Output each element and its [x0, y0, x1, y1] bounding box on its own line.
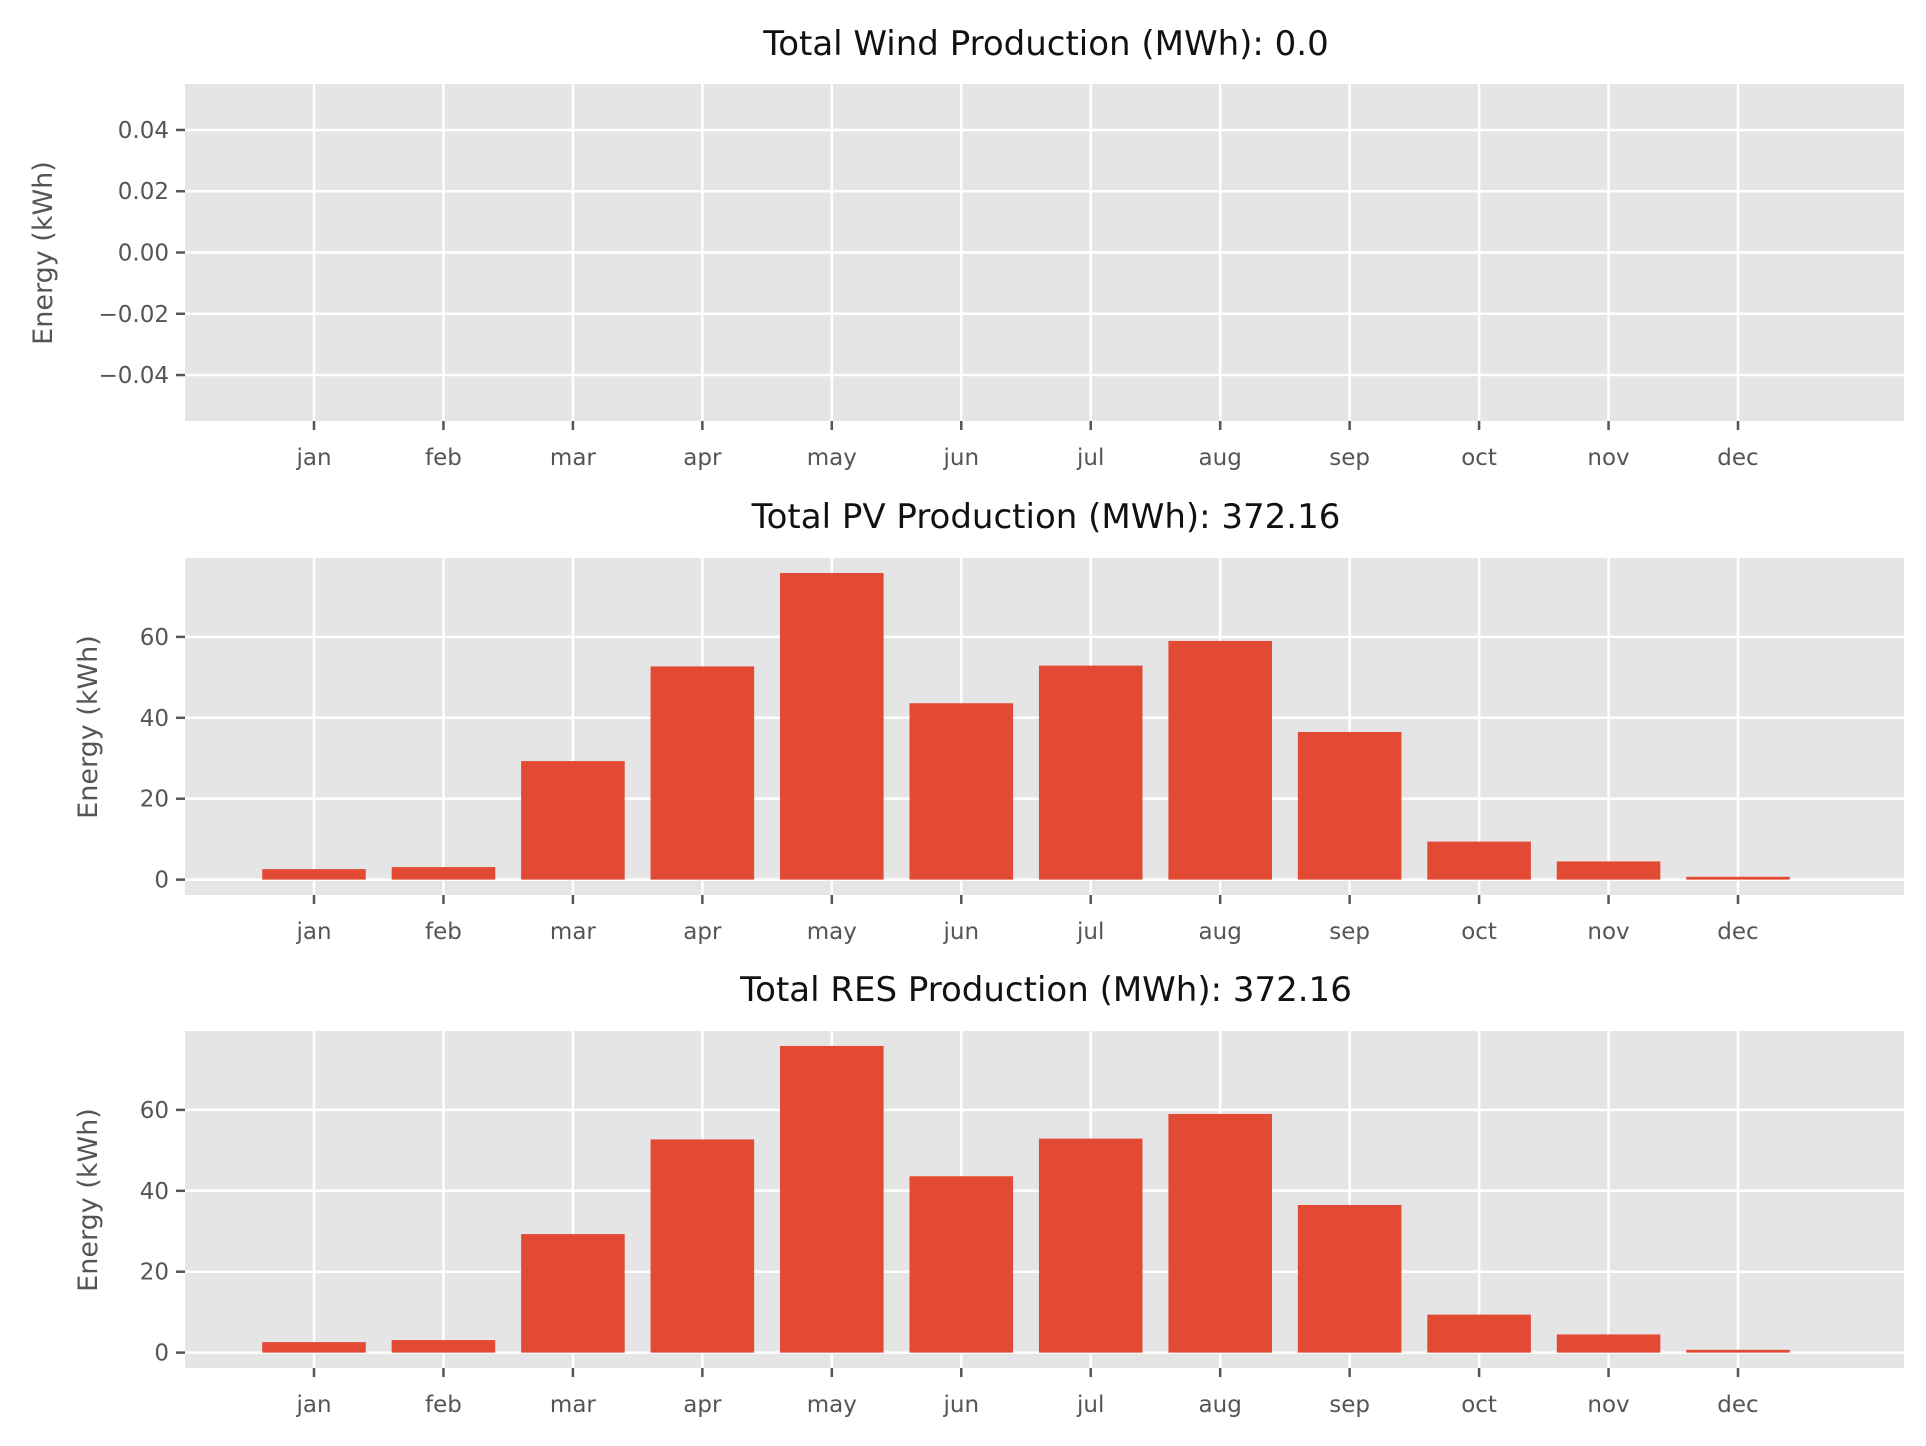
y-tick-label: −0.04 — [99, 363, 169, 389]
y-tick-label: 0.02 — [118, 179, 169, 205]
x-tick-label: sep — [1329, 445, 1370, 471]
bar-nov — [1556, 861, 1661, 880]
x-tick-label: aug — [1199, 445, 1242, 471]
bar-dec — [1686, 1349, 1790, 1353]
x-tick-label: mar — [550, 1392, 596, 1418]
bar-may — [780, 1045, 884, 1353]
x-tick-label: jun — [942, 445, 979, 471]
x-tick-label: feb — [425, 919, 462, 945]
bar-oct — [1427, 841, 1531, 880]
x-tick-label: sep — [1329, 1392, 1370, 1418]
bar-jul — [1038, 665, 1143, 880]
x-tick-label: oct — [1461, 919, 1497, 945]
bar-mar — [521, 761, 625, 880]
bar-jul — [1038, 1138, 1143, 1353]
bar-aug — [1168, 640, 1272, 880]
x-tick-label: jan — [295, 1392, 331, 1418]
x-tick-label: aug — [1199, 919, 1242, 945]
x-tick-label: apr — [683, 919, 722, 945]
bar-jan — [262, 1342, 366, 1353]
x-tick-label: may — [807, 445, 857, 471]
x-tick-label: nov — [1587, 445, 1629, 471]
bar-jun — [909, 1176, 1014, 1353]
x-tick-label: nov — [1587, 919, 1629, 945]
bar-may — [780, 572, 884, 880]
x-tick-label: jan — [295, 445, 331, 471]
x-tick-label: dec — [1717, 1392, 1758, 1418]
bar-jan — [262, 869, 366, 880]
y-axis-label: Energy (kWh) — [28, 161, 59, 345]
x-tick-label: sep — [1329, 919, 1370, 945]
bar-apr — [650, 666, 755, 880]
y-tick-label: 60 — [140, 1098, 169, 1124]
y-tick-label: 40 — [140, 1179, 169, 1205]
x-tick-label: jul — [1076, 1392, 1104, 1418]
x-tick-label: may — [807, 919, 857, 945]
x-tick-label: feb — [425, 445, 462, 471]
y-tick-label: −0.02 — [99, 302, 169, 328]
x-tick-label: mar — [550, 919, 596, 945]
x-tick-label: feb — [425, 1392, 462, 1418]
x-tick-label: may — [807, 1392, 857, 1418]
x-tick-label: jan — [295, 919, 331, 945]
y-tick-label: 20 — [140, 787, 169, 813]
y-tick-label: 60 — [140, 625, 169, 651]
chart-title: Total PV Production (MWh): 372.16 — [751, 497, 1341, 537]
x-tick-label: jun — [942, 1392, 979, 1418]
x-tick-label: apr — [683, 445, 722, 471]
x-tick-label: jul — [1076, 445, 1104, 471]
bar-jun — [909, 703, 1014, 880]
x-tick-label: oct — [1461, 445, 1497, 471]
y-tick-label: 0.00 — [118, 241, 169, 267]
bar-dec — [1686, 876, 1790, 880]
y-axis-label: Energy (kWh) — [73, 635, 104, 819]
bar-sep — [1297, 1204, 1402, 1353]
chart-title: Total Wind Production (MWh): 0.0 — [762, 24, 1329, 64]
bar-nov — [1556, 1334, 1661, 1353]
x-tick-label: mar — [550, 445, 596, 471]
x-tick-label: dec — [1717, 445, 1758, 471]
bar-mar — [521, 1234, 625, 1353]
chart-title: Total RES Production (MWh): 372.16 — [739, 970, 1352, 1010]
bar-aug — [1168, 1113, 1272, 1353]
x-tick-label: aug — [1199, 1392, 1242, 1418]
x-tick-label: oct — [1461, 1392, 1497, 1418]
y-tick-label: 0 — [154, 868, 169, 894]
y-axis-label: Energy (kWh) — [73, 1108, 104, 1292]
x-tick-label: jul — [1076, 919, 1104, 945]
bar-oct — [1427, 1314, 1531, 1353]
x-tick-label: dec — [1717, 919, 1758, 945]
bar-feb — [391, 1340, 496, 1353]
y-tick-label: 40 — [140, 706, 169, 732]
chart-panel-pv: Total PV Production (MWh): 372.16 Energy… — [73, 497, 1904, 945]
x-tick-label: apr — [683, 1392, 722, 1418]
bar-sep — [1297, 731, 1402, 880]
y-tick-label: 0 — [154, 1341, 169, 1367]
y-tick-label: 0.04 — [118, 118, 169, 144]
bar-feb — [391, 867, 496, 880]
y-tick-label: 20 — [140, 1260, 169, 1286]
chart-panel-wind: Total Wind Production (MWh): 0.0 Energy … — [28, 24, 1904, 471]
chart-panel-res: Total RES Production (MWh): 372.16 Energ… — [73, 970, 1904, 1418]
bar-apr — [650, 1139, 755, 1353]
x-tick-label: nov — [1587, 1392, 1629, 1418]
x-tick-label: jun — [942, 919, 979, 945]
